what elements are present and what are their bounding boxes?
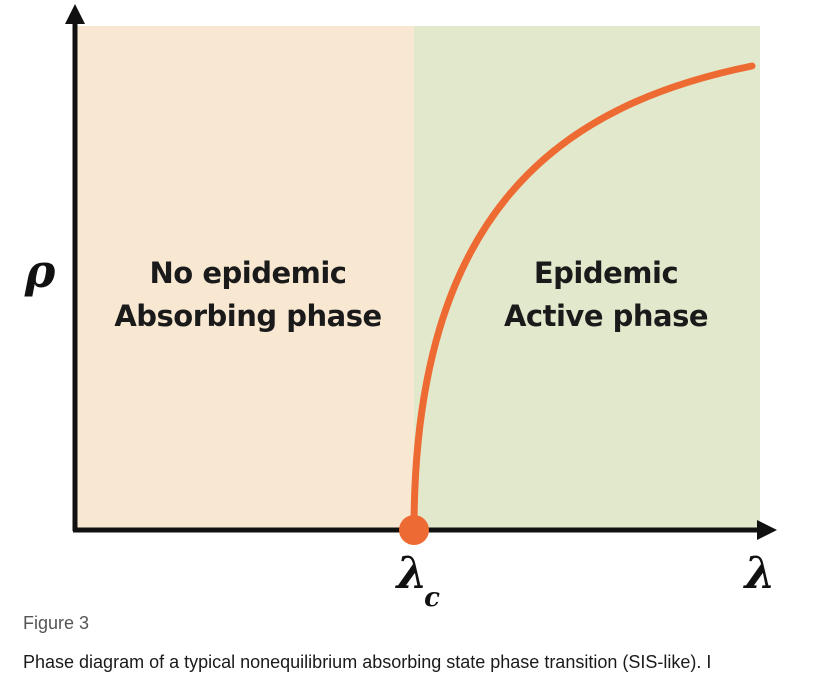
right-region-line2: Active phase: [504, 299, 708, 333]
x-axis-arrowhead: [757, 520, 777, 540]
phase-diagram: No epidemic Absorbing phase Epidemic Act…: [24, 4, 777, 610]
order-parameter-curve: [410, 62, 756, 534]
y-axis-arrowhead: [65, 4, 85, 24]
critical-point-subscript: c: [424, 583, 440, 610]
critical-point-label: λ: [395, 548, 428, 599]
left-region-line2: Absorbing phase: [114, 299, 381, 333]
figure-label: Figure 3: [23, 613, 90, 633]
figure-caption: Phase diagram of a typical nonequilibriu…: [23, 652, 712, 672]
y-axis-label: ρ: [24, 244, 56, 298]
right-region-line1: Epidemic: [534, 256, 678, 290]
x-axis-label: λ: [743, 548, 776, 599]
left-region-line1: No epidemic: [150, 256, 347, 290]
active-phase-region: [414, 26, 760, 530]
absorbing-phase-region: [75, 26, 414, 530]
critical-point-marker: [399, 515, 429, 545]
